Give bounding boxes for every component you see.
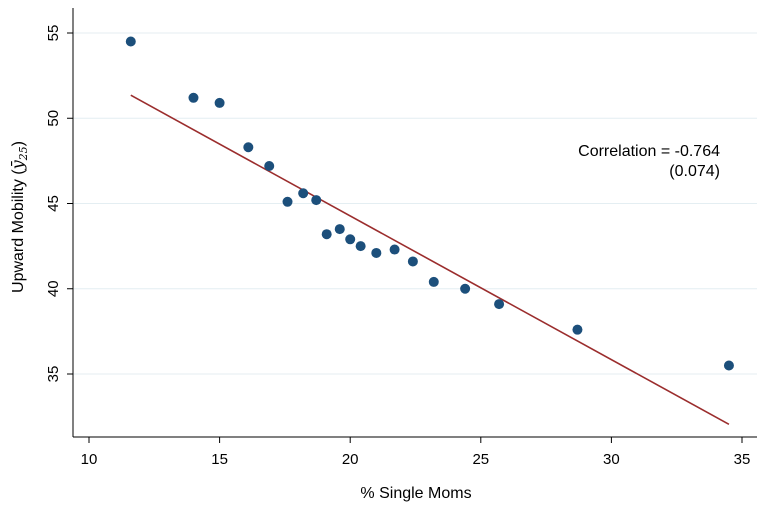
y-axis-label-subscript: 25	[17, 146, 30, 161]
data-point-14	[389, 244, 400, 255]
data-point-19	[572, 324, 583, 335]
fit-line-group	[130, 94, 730, 425]
data-points	[125, 36, 734, 371]
data-point-20	[723, 360, 734, 371]
fit-line	[130, 94, 730, 425]
data-point-12	[355, 241, 366, 252]
data-point-15	[407, 256, 418, 267]
x-tick-label-20: 20	[342, 451, 359, 468]
x-tick-label-30: 30	[603, 451, 620, 468]
y-tick-label-40: 40	[45, 280, 62, 297]
data-point-17	[460, 283, 471, 294]
y-tick-label-50: 50	[45, 110, 62, 127]
y-tick-label-35: 35	[45, 366, 62, 383]
x-tick-label-25: 25	[472, 451, 489, 468]
y-axis-label: Upward Mobility (ȳ25)	[8, 141, 30, 293]
data-point-6	[282, 196, 293, 207]
y-axis-label-symbol: ȳ	[8, 159, 27, 170]
x-tick-label-15: 15	[211, 451, 228, 468]
data-point-2	[188, 92, 199, 103]
y-axis-label-text: Upward Mobility (	[10, 169, 27, 293]
data-point-8	[311, 195, 322, 206]
x-axis-label: % Single Moms	[360, 485, 471, 502]
grid-lines	[73, 32, 757, 375]
x-tick-label-35: 35	[734, 451, 751, 468]
data-point-18	[494, 299, 505, 310]
data-point-3	[214, 97, 225, 108]
y-axis-ticks: 35 40 45 50 55	[45, 25, 73, 383]
data-point-7	[298, 188, 309, 199]
data-point-13	[371, 247, 382, 258]
correlation-se-annotation: (0.074)	[669, 163, 720, 180]
data-point-4	[243, 142, 254, 153]
x-axis-ticks: 10 15 20 25 30 35	[81, 437, 751, 468]
data-point-11	[345, 234, 356, 245]
data-point-1	[125, 36, 136, 47]
data-point-16	[428, 276, 439, 287]
y-tick-label-55: 55	[45, 25, 62, 42]
data-point-10	[334, 224, 345, 235]
y-axis-label-close: )	[10, 141, 27, 146]
data-point-5	[264, 160, 275, 171]
y-tick-label-45: 45	[45, 195, 62, 212]
axes	[72, 8, 757, 438]
x-tick-label-10: 10	[81, 451, 98, 468]
data-point-9	[321, 229, 332, 240]
correlation-annotation: Correlation = -0.764	[578, 143, 720, 160]
